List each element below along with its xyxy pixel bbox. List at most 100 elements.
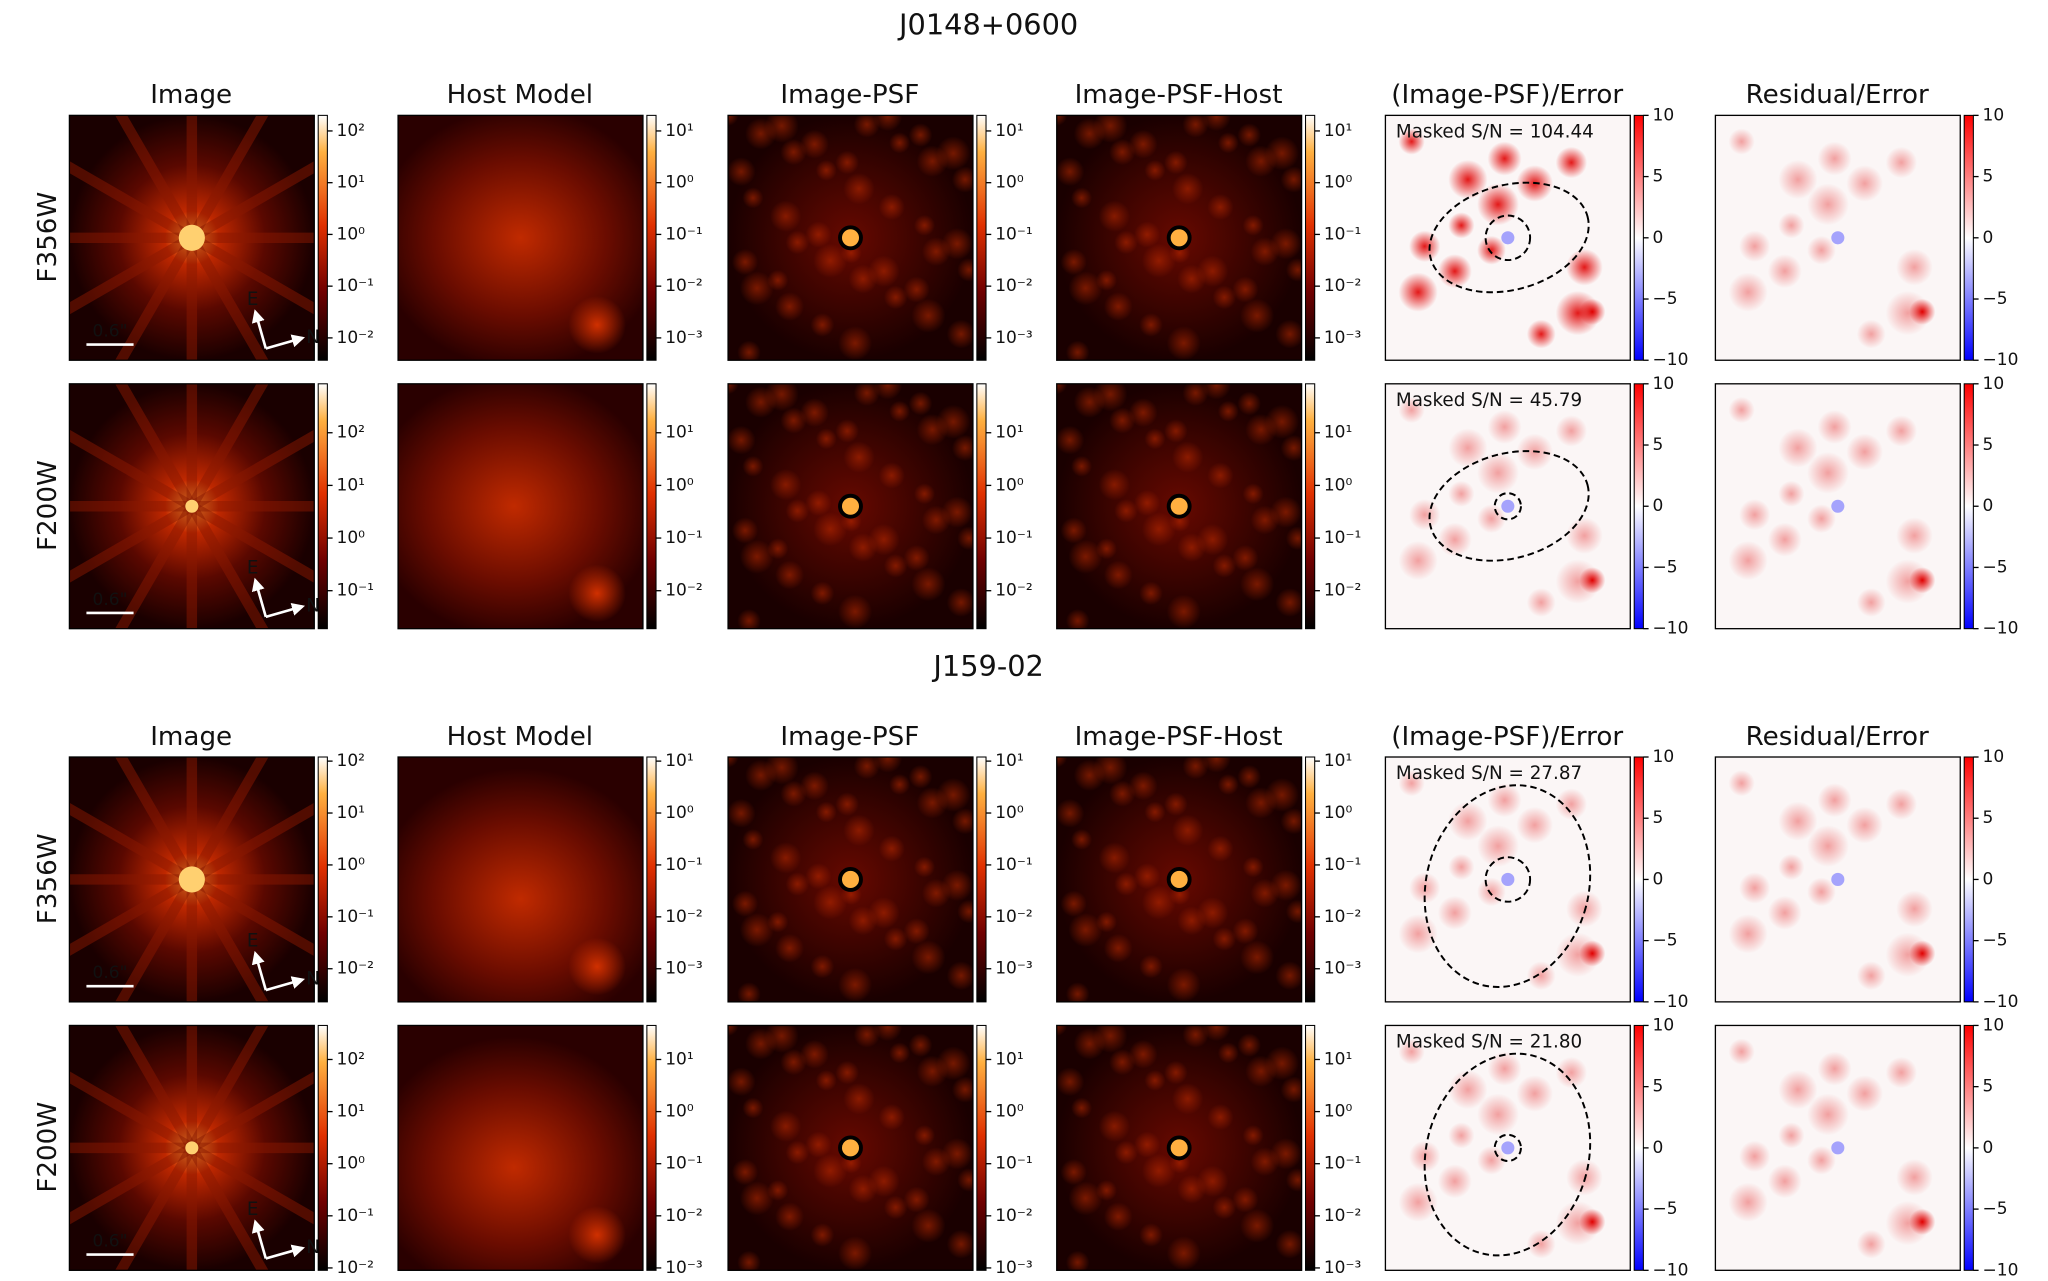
speckle [1071,455,1093,477]
scale-label: 0.6" [93,1232,128,1252]
panel-frame [1384,383,1631,630]
colorbar-tick-label: 5 [1983,1077,1994,1097]
colorbar-tick-label: 10¹ [665,1049,693,1069]
speckle [1182,757,1209,780]
colorbar-tick-label: 10⁻¹ [337,581,374,601]
spike [115,757,197,883]
blob [1817,1051,1852,1086]
panel [1056,1025,1302,1271]
blob [1448,159,1488,200]
speckle [728,1025,739,1036]
blob [1728,1182,1768,1222]
speckle [1270,1138,1302,1170]
blob [1728,540,1768,581]
speckle [1264,136,1299,171]
speckle [1285,526,1302,551]
speckle [1114,499,1138,523]
speckle [815,801,837,823]
colorbar-tick-label: 10⁻³ [665,1258,702,1277]
core [178,224,205,251]
speckle [911,567,946,602]
speckle [775,560,805,590]
speckle [1103,1202,1133,1232]
arrow-east [251,1219,268,1259]
speckle [853,115,880,138]
colorbar-tick-label: 10¹ [337,475,365,495]
spike [187,503,269,629]
speckle [1093,757,1128,785]
colorbar-tick-label: 10¹ [995,121,1023,141]
speckle [767,1179,789,1201]
colorbar-tick-label: 10¹ [665,751,693,771]
speckle [868,255,900,287]
colorbar-tick-label: 10⁻² [665,276,702,296]
blob [1398,272,1438,312]
colorbar-tick-label: 5 [1983,808,1994,828]
speckle [889,1042,911,1064]
speckle [868,523,900,556]
speckle [764,383,799,412]
speckle [1141,512,1176,547]
filter-label: F200W [33,460,63,551]
speckle [728,425,756,455]
speckle [1109,1049,1136,1076]
speckle [957,899,973,924]
speckle [1141,885,1176,920]
speckle [728,157,756,187]
colorbar-tick-label: 10⁻¹ [337,276,374,296]
spike [115,1025,197,1151]
colorbar-tick-label: 10⁰ [337,855,366,875]
blob [1856,319,1886,349]
speckle [843,814,875,847]
blob [1526,1229,1556,1259]
speckle [1128,1039,1158,1069]
blob [1909,567,1936,594]
blob [1909,940,1936,967]
column-title: Image [150,722,232,752]
speckle [1196,897,1229,929]
speckle [908,391,933,416]
center [1831,872,1845,886]
speckle [843,172,875,205]
speckle [1128,771,1158,801]
speckle [785,872,810,896]
compass-east: E [247,289,259,310]
colorbar-tick-label: 10⁻² [665,907,702,927]
colorbar-tick-label: 10⁻² [1324,1206,1361,1226]
speckle [957,526,973,551]
column-title: Host Model [447,80,594,110]
panel-frame [68,383,315,630]
object-title: J0148+0600 [897,7,1078,41]
outer-mask [1423,784,1592,988]
colorbar [1305,1024,1316,1271]
speckle [878,1104,905,1131]
colorbar-tick-label: 10⁻³ [1324,1258,1361,1277]
speckle [1232,1186,1259,1213]
speckle [1096,911,1117,933]
blob [1437,522,1472,557]
colorbar-tick-label: 10¹ [337,803,365,823]
speckle [1166,326,1201,361]
speckle [941,1138,973,1170]
speckle [835,419,860,443]
blob [1579,940,1606,967]
blob [1398,914,1438,954]
companion [568,937,626,996]
speckle [775,292,805,321]
speckle [1275,1229,1302,1259]
panel [69,1025,315,1271]
blob [1555,415,1588,447]
panel [1056,757,1302,1002]
speckle [903,1186,930,1213]
speckle [843,1083,875,1115]
speckle [873,383,903,400]
spike [189,1071,315,1153]
spike [189,161,315,243]
blob [1807,877,1836,907]
colorbar-tick-label: 0 [1653,496,1664,516]
speckle [1128,398,1158,428]
speckle [813,885,848,920]
speckle [1060,248,1087,276]
speckle [873,757,903,773]
speckle [1103,292,1133,321]
